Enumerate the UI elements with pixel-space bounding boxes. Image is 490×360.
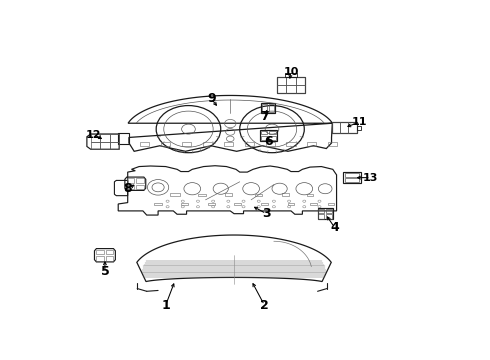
Text: 1: 1 [161, 299, 170, 312]
Bar [332, 122, 357, 133]
Bar [97, 250, 104, 255]
Bar [91, 141, 100, 149]
Text: 12: 12 [86, 130, 101, 140]
Bar [261, 136, 267, 140]
Text: 9: 9 [207, 92, 216, 105]
Text: 10: 10 [283, 67, 299, 77]
Bar [296, 77, 305, 85]
Bar [203, 143, 212, 146]
Bar [326, 209, 332, 213]
Bar [277, 77, 305, 93]
Bar [328, 143, 337, 146]
Bar [318, 208, 333, 219]
Bar [328, 203, 334, 205]
Text: 7: 7 [260, 110, 269, 123]
Bar [332, 122, 340, 133]
Bar [285, 73, 297, 77]
Bar [106, 256, 114, 261]
Bar [97, 256, 104, 261]
Text: 3: 3 [262, 207, 270, 220]
Bar [287, 143, 295, 146]
Bar [245, 143, 254, 146]
Bar [208, 203, 215, 205]
Bar [318, 214, 324, 219]
Bar [136, 179, 144, 183]
Bar [266, 143, 275, 146]
Text: 4: 4 [330, 221, 339, 234]
Bar [224, 193, 232, 196]
Bar [171, 193, 180, 196]
Bar [261, 203, 268, 205]
Bar [270, 131, 275, 134]
Bar [255, 194, 262, 197]
Text: 5: 5 [100, 265, 109, 278]
Bar [182, 143, 191, 146]
Bar [286, 77, 296, 85]
Bar [127, 185, 134, 189]
Bar [261, 103, 275, 113]
Bar [288, 203, 294, 205]
Bar [262, 104, 267, 112]
Bar [344, 179, 359, 183]
Bar [310, 203, 317, 205]
Bar [307, 194, 314, 197]
Bar [110, 134, 119, 141]
Bar [198, 194, 206, 197]
Bar [357, 126, 361, 130]
Text: 13: 13 [363, 173, 378, 183]
Bar [270, 136, 275, 140]
Bar [344, 173, 359, 177]
Bar [127, 179, 134, 183]
Bar [140, 143, 149, 146]
Bar [296, 85, 305, 93]
Bar [277, 85, 286, 93]
Bar [224, 143, 233, 146]
Bar [106, 250, 114, 255]
Bar [100, 141, 110, 149]
Bar [348, 122, 357, 133]
Bar [307, 143, 317, 146]
Bar [318, 209, 324, 213]
Bar [100, 134, 110, 141]
Text: 6: 6 [264, 135, 272, 148]
Bar [343, 172, 361, 183]
Bar [340, 122, 348, 133]
Bar [261, 131, 267, 134]
Bar [154, 203, 162, 205]
Bar [270, 104, 274, 112]
Bar [326, 214, 332, 219]
Bar [110, 141, 119, 149]
Text: 2: 2 [260, 299, 269, 312]
Text: 8: 8 [123, 182, 132, 195]
Bar [286, 85, 296, 93]
Bar [181, 203, 188, 205]
Text: 11: 11 [352, 117, 367, 127]
Bar [281, 193, 289, 196]
Bar [91, 134, 100, 141]
Bar [234, 203, 241, 205]
Bar [161, 143, 170, 146]
Bar [277, 77, 286, 85]
Bar [136, 185, 144, 189]
Bar [260, 130, 277, 141]
